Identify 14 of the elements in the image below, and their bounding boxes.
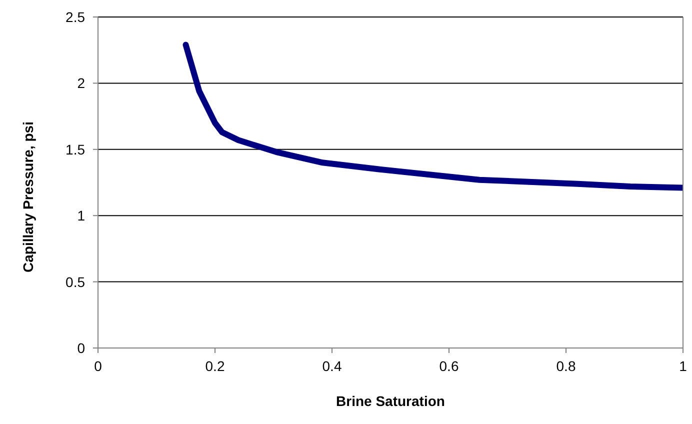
x-axis-title: Brine Saturation [336, 393, 445, 409]
y-tick-label: 2.5 [66, 8, 86, 25]
y-tick-label: 0 [77, 340, 86, 356]
x-tick-label: 1 [679, 358, 688, 374]
x-tick-label: 0.4 [322, 358, 342, 374]
x-tick-label: 0.2 [205, 358, 225, 374]
y-axis-title: Capillary Pressure, psi [20, 122, 36, 272]
x-tick-label: 0.6 [439, 358, 459, 374]
y-tick-label: 1.5 [66, 141, 86, 158]
x-tick-label: 0.8 [556, 358, 576, 374]
y-tick-label: 1 [77, 208, 86, 224]
y-tick-label: 0.5 [66, 274, 86, 290]
y-tick-label: 2 [77, 75, 86, 92]
x-tick-label: 0 [94, 358, 102, 374]
